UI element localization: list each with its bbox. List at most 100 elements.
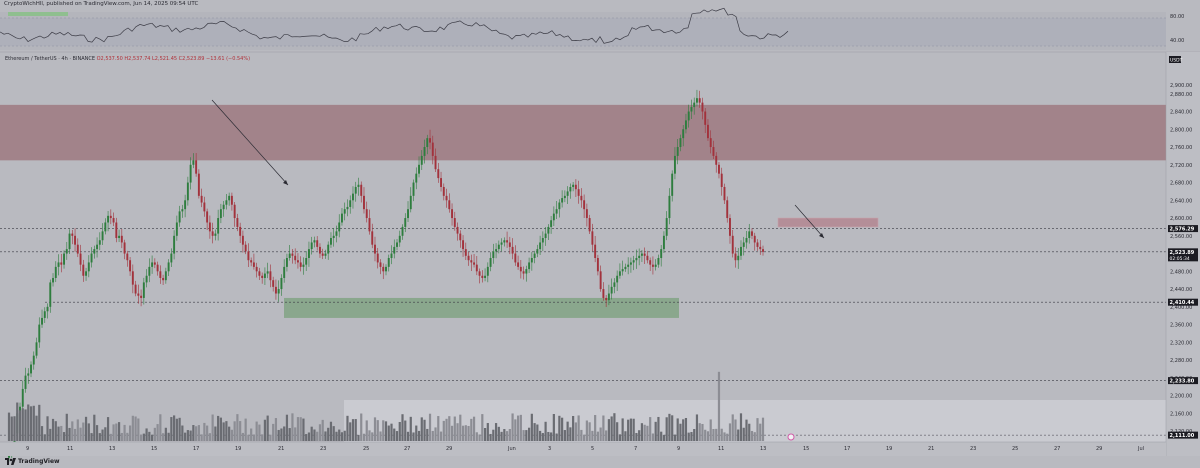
candle-body (285, 258, 288, 267)
volume-bar (76, 419, 79, 441)
volume-bar (239, 421, 242, 441)
candle-body (464, 249, 467, 256)
volume-bar (547, 431, 550, 441)
candle-body (137, 293, 140, 296)
candle-body (57, 262, 60, 267)
candle-body (159, 271, 162, 278)
candle-body (552, 213, 555, 221)
volume-bar (84, 416, 88, 441)
volume-bar (299, 417, 302, 441)
candle-body (591, 231, 594, 245)
volume-bar (569, 427, 572, 441)
candle-body (330, 238, 332, 245)
candle-body (563, 195, 566, 199)
volume-bar (82, 422, 85, 441)
candle-body (698, 98, 701, 103)
volume-bar (159, 414, 162, 441)
volume-bar (742, 427, 745, 441)
candle-body (599, 271, 602, 290)
tradingview-label: TradingView (18, 458, 60, 465)
candle-body (459, 233, 462, 241)
candle-body (123, 242, 126, 254)
volume-bar (415, 425, 418, 441)
candle-body (211, 231, 214, 236)
volume-bar (142, 433, 145, 441)
candle-body (222, 204, 225, 210)
volume-bar (49, 428, 52, 441)
candle-body (418, 164, 420, 174)
candle-body (665, 218, 668, 236)
price-badge (1168, 298, 1198, 306)
candle-body (371, 231, 374, 245)
currency-label: USDT (1170, 58, 1183, 64)
volume-bar (605, 430, 608, 441)
candle-body (27, 373, 30, 376)
volume-bar (109, 433, 112, 441)
candle-body (434, 155, 437, 170)
price-tick-label: 2,600.00 (1170, 216, 1192, 222)
candle-body (506, 240, 509, 243)
volume-bar (362, 433, 366, 441)
candle-body (594, 244, 597, 258)
resistance-zone (0, 104, 1166, 161)
candle-body (690, 107, 693, 112)
volume-bar (313, 429, 316, 441)
volume-bar (412, 432, 415, 441)
trend-arrow-down-2 (794, 204, 825, 239)
candle-body (76, 244, 79, 254)
volume-bar (511, 413, 514, 441)
volume-bar (731, 414, 734, 441)
volume-bar (401, 414, 404, 441)
candle-body (280, 277, 283, 290)
volume-bar (475, 432, 478, 441)
volume-bar (54, 421, 57, 441)
volume-bar (7, 412, 11, 441)
candle-body (35, 342, 38, 356)
volume-bar (673, 434, 677, 441)
volume-bar (368, 430, 371, 441)
volume-bar (329, 421, 333, 441)
candle-body (374, 244, 376, 254)
volume-bar (195, 426, 198, 441)
time-tick-label: 11 (718, 446, 724, 452)
candle-body (98, 240, 101, 245)
volume-bar (228, 426, 231, 441)
candle-body (46, 306, 49, 312)
candle-body (646, 255, 649, 261)
volume-bar (175, 418, 178, 441)
candle-body (528, 262, 531, 270)
volume-bar (148, 431, 151, 441)
candle-body (616, 275, 619, 283)
volume-bar (624, 431, 627, 441)
volume-bar (690, 432, 693, 441)
candle-body (720, 173, 723, 187)
volume-bar (720, 428, 723, 441)
symbol-title: Ethereum / TetherUS · 4h · BINANCE (5, 56, 96, 62)
candle-body (596, 258, 599, 272)
candle-body (544, 233, 547, 239)
volume-bar (426, 428, 429, 441)
volume-bar (594, 415, 597, 441)
volume-bar (514, 419, 517, 441)
volume-bar (225, 421, 228, 441)
price-badge-label: 2,233.80 (1170, 379, 1195, 385)
volume-bar (566, 421, 569, 441)
candle-body (74, 235, 77, 245)
event-marker-icon (787, 433, 795, 441)
volume-bar (261, 434, 264, 441)
candle-body (126, 253, 129, 261)
candle-body (307, 249, 310, 258)
time-tick-label: 29 (1096, 446, 1102, 452)
time-tick-label: 21 (278, 446, 284, 452)
volume-bar (184, 432, 187, 441)
candle-body (65, 249, 68, 254)
volume-bar (73, 428, 77, 441)
candle-body (442, 186, 445, 196)
candle-body (233, 204, 236, 219)
volume-bar (563, 430, 566, 441)
candle-body (489, 258, 492, 267)
volume-bar (439, 431, 443, 441)
time-tick-label: 21 (928, 446, 934, 452)
volume-bar (701, 423, 704, 441)
